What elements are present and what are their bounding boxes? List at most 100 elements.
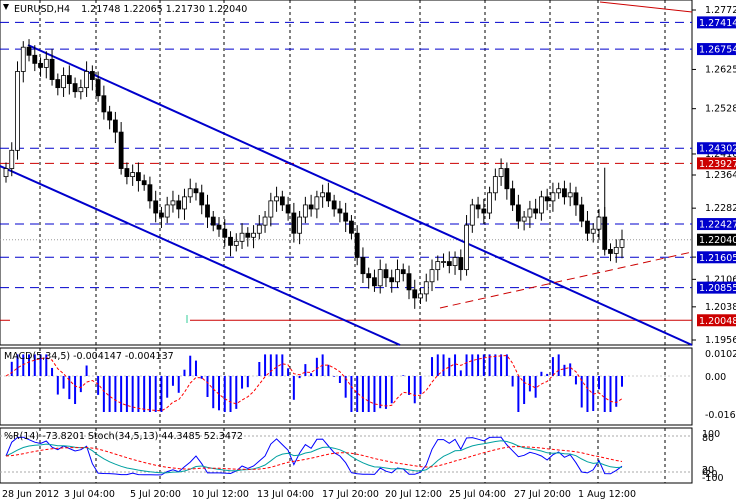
- price-level-label[interactable]: [697, 157, 736, 170]
- macd-tick-label: -0.0166127: [705, 410, 736, 421]
- price-level-text: 1.23927: [699, 159, 736, 170]
- stoch-tick-label: -100: [702, 473, 724, 484]
- candle-body: [101, 95, 107, 113]
- macd-tick-label: 0.00: [705, 372, 726, 383]
- price-level-label[interactable]: [697, 251, 736, 264]
- candle-body: [504, 168, 510, 190]
- time-axis[interactable]: 28 Jun 2012 3 Jul 04:00 5 Jul 20:00 10 Jul …: [2, 489, 636, 500]
- candle-body: [72, 83, 78, 93]
- candle-body: [147, 184, 153, 202]
- time-tick-label: 5 Jul 20:00: [130, 489, 181, 500]
- stoch-signal-line: [5, 446, 623, 470]
- main-pane[interactable]: [0, 0, 693, 346]
- candle-body: [579, 204, 585, 222]
- candle-body: [89, 71, 95, 80]
- candle-body: [596, 216, 602, 230]
- time-tick-label: 27 Jul 20:00: [514, 489, 571, 500]
- price-level-label[interactable]: [697, 142, 736, 155]
- price-tick-label: 1.27720: [705, 5, 736, 16]
- candle-body: [515, 204, 521, 222]
- candle-body: [124, 168, 130, 178]
- candle-body: [107, 111, 113, 121]
- candle-body: [20, 46, 26, 72]
- candle-body: [556, 188, 562, 194]
- candle-body: [210, 216, 216, 226]
- candle-body: [199, 192, 205, 206]
- price-axis[interactable]: 1.27720 1.26250 1.25280 1.24160 1.23640 1.228…: [692, 5, 736, 484]
- price-level-text: 1.22427: [699, 220, 736, 231]
- ohlc-label: 1.21748 1.22065 1.21730 1.22040: [81, 4, 247, 15]
- candle-body: [325, 192, 331, 202]
- candle-body: [613, 246, 619, 254]
- price-tick-label: 1.25280: [705, 104, 736, 115]
- wpr-line: [5, 436, 623, 476]
- stoch-lines: [0, 435, 692, 476]
- price-level-label[interactable]: [697, 43, 736, 56]
- candle-body: [389, 277, 395, 283]
- candle-body: [377, 269, 383, 287]
- time-tick-label: 13 Jul 04:00: [257, 489, 314, 500]
- candle-body: [412, 289, 418, 299]
- time-tick-label: 25 Jul 04:00: [449, 489, 506, 500]
- candle-body: [38, 62, 43, 68]
- candle-body: [349, 220, 354, 234]
- symbol-label: EURUSD,H4: [14, 4, 70, 15]
- candle-body: [228, 236, 233, 246]
- candle-body: [481, 208, 487, 214]
- candle-body: [475, 204, 481, 210]
- candle-body: [130, 172, 136, 178]
- candle-body: [527, 208, 533, 218]
- candle-body: [366, 273, 372, 279]
- candle-body: [49, 58, 55, 80]
- stoch-tick-label: 0: [702, 467, 708, 478]
- candle-body: [118, 131, 124, 169]
- stoch-tick-label: 20: [702, 465, 714, 476]
- price-tick-label: 1.19560: [705, 335, 736, 346]
- stoch-tick-label: 100: [702, 429, 720, 440]
- candle-body: [590, 228, 596, 234]
- candle-body: [492, 176, 498, 194]
- time-tick-label: 20 Jul 12:00: [385, 489, 442, 500]
- price-level-label[interactable]: [697, 218, 736, 231]
- candle-body: [222, 228, 228, 238]
- candle-body: [395, 269, 400, 283]
- candle-body: [423, 281, 429, 295]
- price-level-label[interactable]: [697, 281, 736, 294]
- candle-body: [343, 212, 349, 222]
- price-tick-label: 1.22820: [705, 203, 736, 214]
- candle-body: [182, 196, 187, 210]
- price-level-label[interactable]: [697, 16, 736, 29]
- channel-lower-line[interactable]: [0, 165, 401, 346]
- candle-body: [279, 196, 285, 206]
- candle-body: [498, 168, 504, 178]
- channel-upper-line[interactable]: [27, 44, 693, 346]
- stoch-title: %R(14) -73.8201 Stoch(34,5,13) 44.3485 5…: [4, 431, 243, 442]
- price-level-text: 1.27414: [699, 18, 736, 29]
- candle-body: [297, 216, 303, 234]
- current-price-label[interactable]: [697, 233, 736, 246]
- candle-body: [360, 257, 366, 275]
- current-price-text: 1.22040: [699, 235, 736, 246]
- candle-body: [239, 232, 245, 242]
- descending-channel[interactable]: [0, 1, 693, 346]
- trendline-top[interactable]: [599, 1, 693, 13]
- candle-body: [533, 208, 539, 214]
- support-line[interactable]: [439, 251, 693, 309]
- time-tick-label: 3 Jul 04:00: [64, 489, 115, 500]
- price-level-label[interactable]: [697, 314, 736, 327]
- candle-body: [469, 204, 475, 226]
- candle-body: [331, 200, 337, 210]
- candle-body: [562, 188, 567, 198]
- price-tick-label: 1.24160: [705, 149, 736, 160]
- candle-body: [354, 232, 360, 258]
- candle-body: [141, 180, 147, 186]
- candle-body: [66, 75, 72, 85]
- time-tick-label: 10 Jul 12:00: [192, 489, 249, 500]
- candle-body: [3, 168, 9, 178]
- candle-body: [245, 232, 251, 238]
- candle-body: [573, 192, 579, 206]
- candle-body: [285, 204, 291, 214]
- candle-body: [205, 204, 210, 218]
- collapse-triangle-icon[interactable]: [3, 4, 9, 10]
